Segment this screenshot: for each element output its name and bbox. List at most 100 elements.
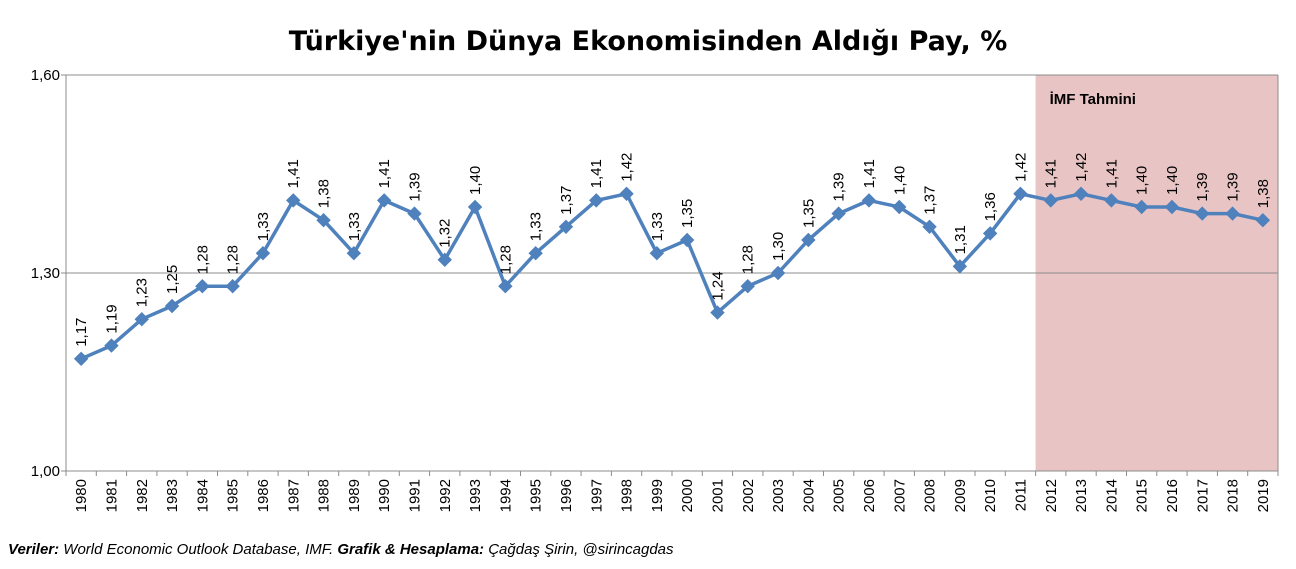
x-tick-label: 1981 xyxy=(103,479,120,512)
x-tick-label: 2001 xyxy=(709,479,726,512)
data-label: 1,36 xyxy=(982,192,999,221)
data-label: 1,35 xyxy=(679,199,696,228)
data-point xyxy=(467,199,483,215)
data-point xyxy=(679,232,695,248)
x-tick-label: 1983 xyxy=(164,479,181,512)
data-point xyxy=(407,206,422,221)
data-point xyxy=(861,193,877,208)
x-tick-label: 2016 xyxy=(1164,479,1181,512)
data-label: 1,28 xyxy=(194,245,211,274)
data-label: 1,42 xyxy=(619,153,636,182)
y-tick-label: 1,30 xyxy=(31,265,60,282)
x-tick-label: 1995 xyxy=(528,479,545,512)
data-point xyxy=(437,252,452,268)
x-tick-label: 2010 xyxy=(982,479,999,512)
x-tick-label: 1980 xyxy=(73,479,90,512)
data-label: 1,39 xyxy=(1194,172,1211,201)
data-label: 1,19 xyxy=(103,304,120,333)
x-tick-label: 2000 xyxy=(679,479,696,512)
x-tick-label: 1994 xyxy=(497,479,514,512)
x-tick-label: 2012 xyxy=(1043,479,1060,512)
credit-text: Çağdaş Şirin, @sirincagdas xyxy=(484,541,674,558)
x-tick-label: 2011 xyxy=(1012,479,1029,511)
source-label: Veriler: xyxy=(8,541,60,558)
data-point xyxy=(498,278,513,294)
data-point xyxy=(952,259,968,274)
data-point xyxy=(1013,186,1028,202)
x-tick-label: 2018 xyxy=(1225,479,1242,512)
data-label: 1,37 xyxy=(922,186,939,215)
chart-title: Türkiye'nin Dünya Ekonomisinden Aldığı P… xyxy=(289,26,1008,57)
x-tick-label: 1989 xyxy=(346,479,363,512)
data-point xyxy=(104,338,119,353)
data-point xyxy=(255,245,271,261)
data-label: 1,23 xyxy=(134,278,151,307)
data-label: 1,28 xyxy=(225,245,242,274)
data-point xyxy=(225,278,240,294)
data-point xyxy=(1164,199,1180,215)
x-tick-label: 1988 xyxy=(316,479,333,512)
x-tick-label: 2009 xyxy=(952,479,969,512)
data-label: 1,40 xyxy=(1134,166,1151,195)
data-label: 1,33 xyxy=(255,212,272,241)
forecast-label: İMF Tahmini xyxy=(1050,91,1136,108)
data-point xyxy=(73,351,89,367)
data-point xyxy=(589,193,604,208)
data-label: 1,40 xyxy=(891,166,908,195)
x-tick-label: 1984 xyxy=(194,479,211,512)
data-label: 1,39 xyxy=(831,172,848,201)
x-tick-label: 1993 xyxy=(467,479,484,512)
data-label: 1,40 xyxy=(1164,166,1181,195)
data-label: 1,41 xyxy=(376,159,393,188)
x-tick-label: 2003 xyxy=(770,479,787,512)
x-tick-label: 1987 xyxy=(285,479,302,512)
data-label: 1,41 xyxy=(861,159,878,188)
data-point xyxy=(982,226,998,241)
data-point xyxy=(286,193,301,208)
data-point xyxy=(376,193,392,208)
data-label: 1,42 xyxy=(1012,153,1029,182)
x-tick-label: 2005 xyxy=(831,479,848,512)
data-point xyxy=(1073,186,1089,202)
data-point xyxy=(1134,199,1149,215)
data-label: 1,33 xyxy=(528,212,545,241)
y-tick-label: 1,60 xyxy=(31,67,60,84)
x-tick-label: 2004 xyxy=(800,479,817,512)
data-label: 1,39 xyxy=(1225,172,1242,201)
data-label: 1,38 xyxy=(316,179,333,208)
data-point xyxy=(770,265,786,281)
data-point xyxy=(164,298,180,314)
data-point xyxy=(710,305,725,320)
data-label: 1,40 xyxy=(467,166,484,195)
y-tick-label: 1,00 xyxy=(31,463,60,480)
x-tick-label: 2014 xyxy=(1103,479,1120,512)
x-tick-label: 1986 xyxy=(255,479,272,512)
data-label: 1,28 xyxy=(497,245,514,274)
data-label: 1,25 xyxy=(164,265,181,294)
data-point xyxy=(801,232,816,248)
x-tick-label: 2013 xyxy=(1073,479,1090,512)
data-point xyxy=(831,206,846,221)
plot-area: İMF Tahmini 1,00 1,30 1,60 1980 1981 1982 1983 1… xyxy=(31,67,1279,512)
data-point xyxy=(1195,206,1210,221)
x-tick-label: 1985 xyxy=(225,479,242,512)
data-point xyxy=(1043,193,1058,208)
x-tick-label: 1982 xyxy=(134,479,151,512)
data-label: 1,37 xyxy=(558,186,575,215)
data-point xyxy=(892,199,907,215)
data-point xyxy=(740,278,755,294)
data-point xyxy=(195,278,210,294)
data-label: 1,42 xyxy=(1073,153,1090,182)
x-tick-label: 2002 xyxy=(740,479,757,512)
data-label: 1,32 xyxy=(437,219,454,248)
x-tick-label: 2007 xyxy=(891,479,908,512)
data-label: 1,33 xyxy=(346,212,363,241)
data-label: 1,30 xyxy=(770,232,787,261)
x-tick-label: 2006 xyxy=(861,479,878,512)
data-label: 1,39 xyxy=(406,172,423,201)
data-point xyxy=(649,245,665,261)
x-tick-label: 2015 xyxy=(1134,479,1151,512)
data-label: 1,28 xyxy=(740,245,757,274)
data-label: 1,24 xyxy=(709,271,726,300)
